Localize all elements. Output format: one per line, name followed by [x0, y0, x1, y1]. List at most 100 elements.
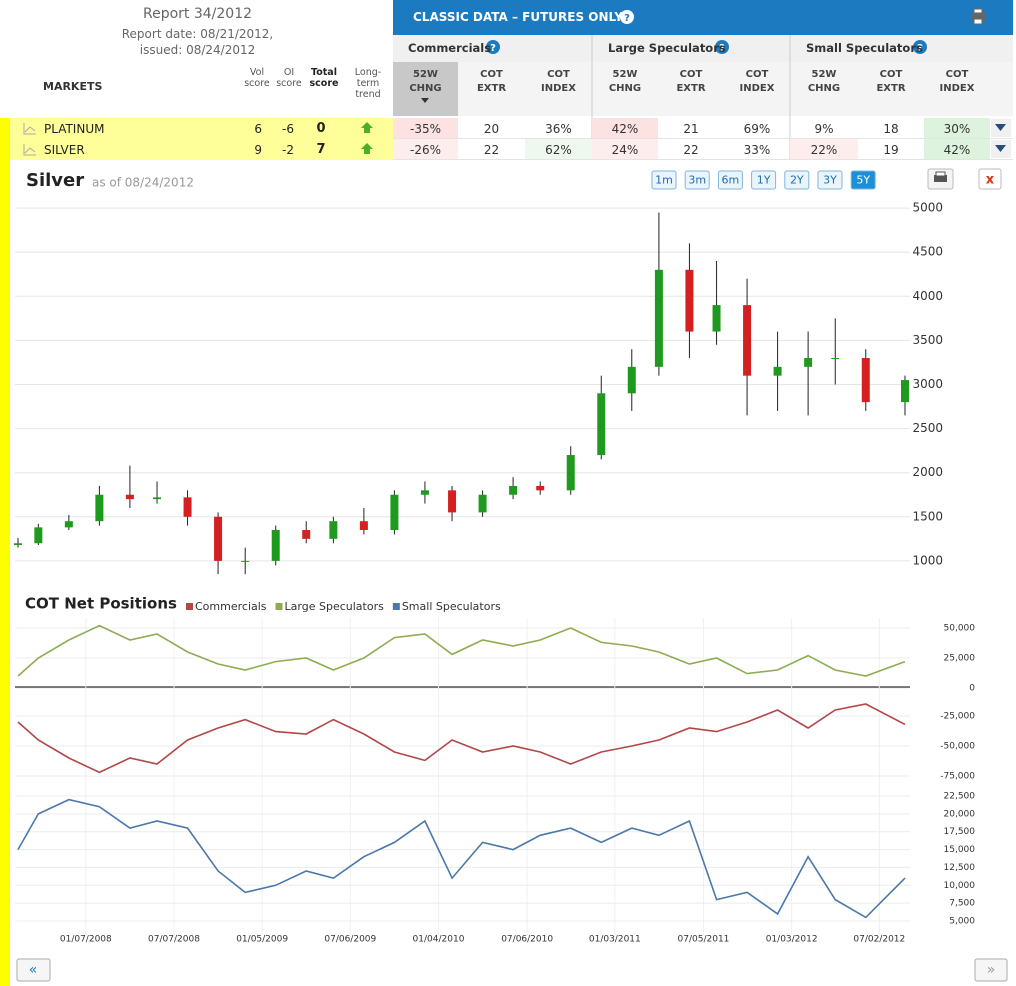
column-header: COT INDEX: [541, 69, 576, 94]
x-tick-label: 07/07/2008: [148, 935, 200, 945]
candle-body: [420, 490, 429, 495]
series-line: [17, 624, 906, 677]
as-of: as of 08/24/2012: [92, 176, 194, 190]
group-header: Commercials: [408, 41, 492, 55]
prev-button[interactable]: «: [16, 958, 51, 982]
vol-score: 6: [254, 122, 262, 136]
cell: 62%: [545, 143, 572, 157]
candle-body: [804, 358, 813, 367]
range-button[interactable]: [817, 170, 843, 190]
candle-body: [125, 494, 134, 500]
y-tick-label: -75,000: [940, 772, 975, 782]
candle-body: [359, 521, 368, 531]
svg-text:x: x: [986, 173, 995, 188]
cell: 42%: [943, 143, 971, 157]
cell-tint: [592, 118, 658, 138]
range-button[interactable]: [651, 170, 677, 190]
y-tick-label: -50,000: [940, 742, 975, 752]
cell: 42%: [611, 122, 639, 136]
sorted-column: [393, 62, 458, 116]
candle-body: [302, 530, 311, 539]
range-button[interactable]: [850, 170, 876, 190]
x-tick-label: 01/05/2009: [236, 935, 288, 945]
y-tick-label: 5000: [912, 201, 943, 215]
candle-body: [654, 269, 663, 367]
candle-body: [478, 494, 487, 513]
y-tick-label: -25,000: [940, 712, 975, 722]
y-tick-label: 20,000: [944, 809, 976, 819]
report-date: Report date: 08/21/2012,: [121, 27, 274, 41]
y-tick-label: 3000: [912, 377, 943, 391]
y-tick-label: 17,500: [944, 827, 976, 837]
legend-label: Commercials: [195, 600, 267, 613]
candle-body: [627, 366, 636, 394]
score-header: Long-term trend: [354, 67, 382, 100]
cell: 24%: [611, 143, 639, 157]
series-line: [17, 703, 906, 774]
column-header: COT EXTR: [676, 69, 706, 94]
y-tick-label: 2000: [912, 465, 943, 479]
range-button[interactable]: [751, 170, 777, 190]
x-tick-label: 07/02/2012: [853, 935, 905, 945]
chart-icon: [23, 123, 36, 135]
range-label: 6m: [722, 174, 740, 187]
legend-label: Small Speculators: [402, 600, 501, 613]
candle-body: [685, 269, 694, 332]
dropdown-arrow: [995, 145, 1006, 152]
classic-bar: [393, 0, 1013, 35]
column-header: 52W CHNG: [807, 69, 841, 94]
cell: 9%: [814, 122, 834, 136]
candle-body: [901, 380, 909, 403]
cell: 21: [683, 122, 699, 136]
next-button[interactable]: »: [974, 958, 1008, 982]
y-tick-label: 5,000: [949, 917, 975, 927]
range-label: 1Y: [757, 174, 771, 187]
candle-body: [183, 497, 192, 517]
range-label: 1m: [655, 174, 673, 187]
cot-title: COT Net Positions: [25, 595, 177, 613]
oi-score: -6: [282, 122, 294, 136]
y-tick-label: 3500: [912, 333, 943, 347]
cell: 22%: [810, 143, 838, 157]
candle-body: [329, 521, 338, 539]
column-header: COT EXTR: [476, 69, 507, 94]
candle-body: [831, 358, 840, 360]
cell: 22: [483, 143, 500, 157]
score-header: Total score: [309, 67, 339, 89]
y-tick-label: 22,500: [944, 792, 976, 802]
range-button[interactable]: [684, 170, 710, 190]
cell-tint: [525, 139, 592, 159]
x-tick-label: 07/05/2011: [678, 935, 730, 945]
trend-arrow: [361, 122, 373, 133]
cell-tint: [924, 139, 990, 159]
trend-arrow: [361, 143, 373, 154]
candle-body: [536, 485, 545, 491]
candle-body: [773, 366, 782, 376]
report-title: Report 34/2012: [142, 6, 253, 22]
legend-swatch: [275, 603, 283, 610]
range-button[interactable]: [717, 170, 743, 190]
candle-body: [271, 530, 280, 561]
total-score: 7: [316, 142, 326, 157]
print-icon[interactable]: [971, 8, 985, 25]
print-chart[interactable]: [927, 168, 954, 190]
cell: 30%: [943, 122, 971, 136]
cell-tint: [592, 139, 658, 159]
x-tick-label: 01/07/2008: [60, 935, 112, 945]
y-tick-label: 50,000: [944, 624, 976, 634]
group-header: Small Speculators: [806, 41, 923, 55]
legend-swatch: [186, 603, 193, 610]
column-header: COT INDEX: [739, 69, 775, 94]
close-chart[interactable]: x: [978, 168, 1002, 190]
y-tick-label: 2500: [912, 421, 943, 435]
help-icons[interactable]: ? ? ? ?: [486, 10, 927, 54]
y-tick-label: 10,000: [944, 881, 976, 891]
range-button[interactable]: [784, 170, 810, 190]
cell: 33%: [743, 143, 771, 157]
x-tick-label: 01/03/2012: [766, 935, 818, 945]
x-tick-label: 07/06/2010: [501, 935, 553, 945]
column-bar: [393, 62, 1013, 116]
cell-tint: [790, 139, 858, 159]
